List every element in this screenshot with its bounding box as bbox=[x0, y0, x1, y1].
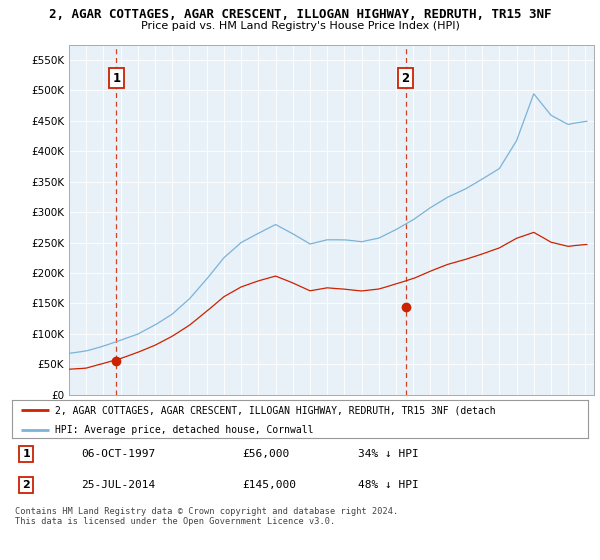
Text: 1: 1 bbox=[112, 72, 121, 85]
Text: 2: 2 bbox=[23, 480, 30, 490]
Text: 25-JUL-2014: 25-JUL-2014 bbox=[81, 480, 155, 490]
Text: 2, AGAR COTTAGES, AGAR CRESCENT, ILLOGAN HIGHWAY, REDRUTH, TR15 3NF (detach: 2, AGAR COTTAGES, AGAR CRESCENT, ILLOGAN… bbox=[55, 405, 496, 415]
Text: Price paid vs. HM Land Registry's House Price Index (HPI): Price paid vs. HM Land Registry's House … bbox=[140, 21, 460, 31]
Text: 06-OCT-1997: 06-OCT-1997 bbox=[81, 449, 155, 459]
Text: 1: 1 bbox=[23, 449, 30, 459]
Text: £145,000: £145,000 bbox=[242, 480, 296, 490]
Text: 48% ↓ HPI: 48% ↓ HPI bbox=[358, 480, 418, 490]
Text: Contains HM Land Registry data © Crown copyright and database right 2024.
This d: Contains HM Land Registry data © Crown c… bbox=[15, 507, 398, 526]
Text: 2, AGAR COTTAGES, AGAR CRESCENT, ILLOGAN HIGHWAY, REDRUTH, TR15 3NF: 2, AGAR COTTAGES, AGAR CRESCENT, ILLOGAN… bbox=[49, 8, 551, 21]
Text: 2: 2 bbox=[401, 72, 410, 85]
Text: 34% ↓ HPI: 34% ↓ HPI bbox=[358, 449, 418, 459]
Text: HPI: Average price, detached house, Cornwall: HPI: Average price, detached house, Corn… bbox=[55, 424, 314, 435]
Text: £56,000: £56,000 bbox=[242, 449, 290, 459]
